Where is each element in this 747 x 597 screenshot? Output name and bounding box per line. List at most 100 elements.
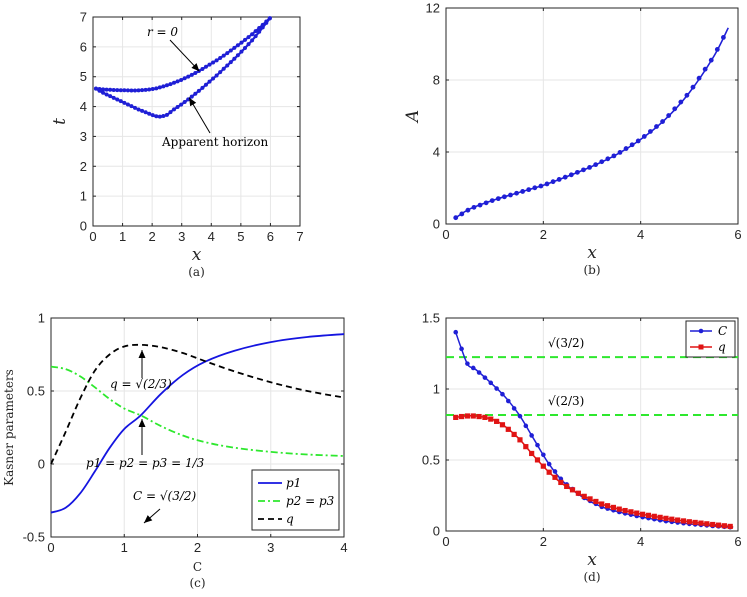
- data-point: [203, 82, 208, 87]
- axes-box: [445, 317, 739, 532]
- data-point: [721, 35, 726, 40]
- y-tick-label: 1.5: [422, 311, 440, 326]
- axes-box: [445, 7, 739, 225]
- data-point: [692, 519, 698, 526]
- data-point: [228, 60, 233, 65]
- x-tick-label: 0: [442, 534, 449, 549]
- data-point: [221, 66, 226, 71]
- data-point: [218, 56, 223, 61]
- y-tick-label: 4: [433, 145, 440, 160]
- data-point: [161, 84, 166, 89]
- axes-box: [92, 16, 301, 227]
- data-point: [189, 94, 194, 99]
- y-tick-label: 0: [433, 524, 440, 539]
- data-point: [520, 189, 526, 194]
- data-point: [511, 431, 517, 438]
- data-point: [526, 187, 532, 193]
- data-point: [523, 444, 529, 450]
- data-point: [508, 192, 513, 198]
- x-tick-label: 6: [734, 534, 741, 549]
- annotation-p-equal: p1 = p2 = p3 = 1/3: [86, 456, 205, 470]
- y-tick-label: 1: [38, 311, 45, 326]
- data-point: [132, 105, 137, 110]
- data-point: [453, 329, 459, 335]
- data-point: [260, 25, 265, 30]
- data-point: [593, 162, 599, 168]
- data-point: [242, 37, 247, 42]
- data-point: [193, 91, 198, 96]
- y-tick-label: 7: [80, 10, 87, 25]
- data-point: [640, 511, 646, 517]
- data-point: [678, 99, 684, 105]
- data-point: [534, 457, 541, 463]
- data-point: [218, 70, 223, 75]
- data-point: [172, 107, 177, 112]
- y-tick-label: 5: [80, 69, 87, 84]
- data-point: [154, 114, 159, 119]
- legend-box: [685, 320, 736, 358]
- x-tick-label: 5: [237, 229, 244, 244]
- legend-marker: [698, 344, 704, 350]
- reference-line-label: √(2/3): [548, 394, 584, 408]
- data-point: [482, 375, 488, 380]
- x-tick-label: 4: [208, 229, 215, 244]
- x-tick-label: 4: [340, 540, 347, 555]
- data-point: [599, 501, 605, 507]
- data-point: [214, 58, 219, 63]
- y-tick-label: 0: [80, 219, 87, 234]
- y-axis-label: A: [403, 110, 423, 124]
- data-point: [104, 87, 109, 92]
- panel-b: 0 2 4 6 0 4 8 12 x A (b): [403, 1, 742, 278]
- data-point: [250, 32, 255, 37]
- x-tick-label: 2: [149, 229, 156, 244]
- data-point: [207, 79, 212, 84]
- data-point: [125, 88, 130, 93]
- data-point: [214, 73, 219, 78]
- data-point: [239, 40, 244, 45]
- data-point: [196, 88, 201, 93]
- data-point: [93, 86, 98, 91]
- x-tick-label: 2: [194, 540, 201, 555]
- data-point: [235, 53, 240, 58]
- data-point: [708, 57, 714, 63]
- data-point: [558, 479, 564, 486]
- data-point: [203, 64, 208, 69]
- y-tick-label: 1: [433, 382, 440, 397]
- data-point: [129, 88, 134, 93]
- data-point: [532, 185, 538, 191]
- data-point: [617, 150, 623, 155]
- data-point: [610, 504, 617, 511]
- data-point: [622, 507, 628, 514]
- data-point: [690, 84, 696, 90]
- data-point: [172, 80, 177, 85]
- data-point: [150, 86, 155, 91]
- data-point: [465, 207, 471, 213]
- data-point: [111, 87, 116, 92]
- data-point: [115, 88, 120, 93]
- data-point: [651, 513, 657, 519]
- data-point: [645, 512, 652, 518]
- x-tick-label: 1: [119, 229, 126, 244]
- y-tick-label: 12: [426, 1, 440, 16]
- x-tick-label: 3: [267, 540, 274, 555]
- data-point: [168, 110, 173, 115]
- data-point: [477, 202, 483, 208]
- y-axis-label: Kasner parameters: [2, 369, 16, 486]
- data-point: [453, 414, 459, 420]
- data-point: [562, 174, 568, 180]
- data-point: [568, 172, 574, 178]
- arrow-head: [144, 515, 153, 523]
- data-point: [680, 518, 687, 524]
- data-point: [663, 515, 669, 521]
- data-point: [654, 124, 659, 129]
- data-point: [104, 92, 109, 97]
- data-point: [500, 391, 505, 397]
- data-point: [546, 469, 552, 475]
- series-line-0: [50, 333, 345, 514]
- reference-line-label: √(3/2): [548, 336, 584, 350]
- axes-box: [50, 317, 345, 538]
- y-tick-label: 1: [80, 189, 87, 204]
- data-point: [529, 450, 535, 457]
- data-point: [453, 215, 459, 221]
- data-point: [101, 87, 106, 92]
